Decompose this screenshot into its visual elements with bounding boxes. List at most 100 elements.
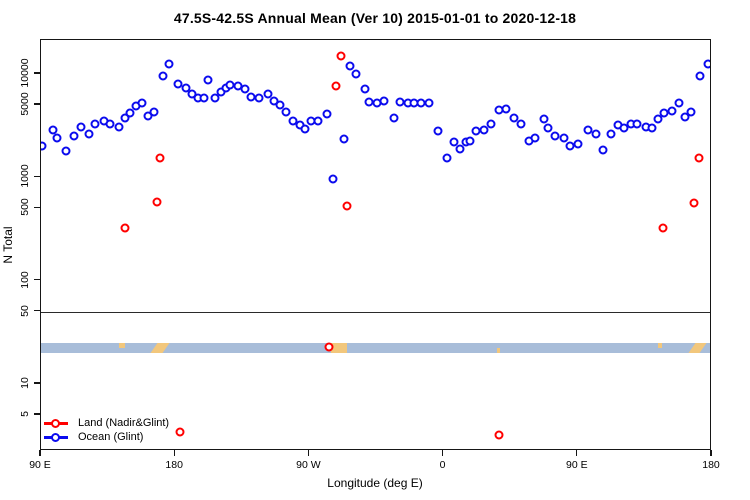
ocean-data-point [360, 84, 370, 94]
land-data-point [689, 198, 699, 208]
ocean-data-point [254, 93, 264, 103]
land-data-point [152, 197, 162, 207]
y-axis-tick-label: 100 [19, 270, 31, 289]
ocean-data-point [351, 69, 361, 79]
ocean-data-point [695, 71, 705, 81]
ocean-data-point [583, 125, 593, 135]
ocean-data-point [240, 84, 250, 94]
land-data-point [658, 223, 668, 233]
legend: Land (Nadir&Glint) Ocean (Glint) [41, 414, 301, 448]
y-axis-tick-label: 10 [19, 377, 31, 389]
ocean-data-point [606, 129, 616, 139]
land-data-point [336, 51, 346, 61]
ocean-data-point [105, 119, 115, 129]
ocean-data-point [263, 89, 273, 99]
y-axis-tick [34, 413, 40, 415]
ocean-data-point [674, 98, 684, 108]
land-mark [150, 342, 170, 353]
ocean-data-point [379, 96, 389, 106]
x-axis-tick [39, 450, 41, 456]
land-mark [331, 342, 347, 353]
x-axis-tick-label: 0 [439, 459, 446, 471]
y-axis-tick [34, 72, 40, 74]
ocean-data-point [90, 119, 100, 129]
land-circle-marker [51, 419, 60, 428]
x-axis-tick [576, 450, 578, 456]
legend-label-ocean: Ocean (Glint) [78, 431, 144, 443]
y-axis-tick-label: 10000 [19, 58, 31, 88]
ocean-data-point [703, 59, 710, 69]
ocean-data-point [69, 131, 79, 141]
land-data-point [175, 427, 185, 437]
land-mark [497, 347, 501, 353]
land-mark [119, 342, 126, 349]
surface-type-band [41, 342, 710, 353]
land-mark [688, 342, 707, 353]
land-data-point [694, 153, 704, 163]
ocean-data-point [164, 59, 174, 69]
ocean-data-point [667, 106, 677, 116]
ocean-data-point [199, 93, 209, 103]
land-data-point [342, 201, 352, 211]
y-axis-tick [34, 382, 40, 384]
y-axis-tick [34, 206, 40, 209]
ocean-data-point [455, 144, 465, 154]
ocean-data-point [389, 113, 399, 123]
x-axis-tick-label: 180 [702, 459, 720, 471]
ocean-data-point [591, 129, 601, 139]
ocean-data-point [632, 119, 642, 129]
ocean-data-point [516, 119, 526, 129]
x-axis-tick [441, 450, 444, 456]
ocean-data-point [137, 98, 147, 108]
ocean-data-point [442, 153, 452, 163]
land-data-point [155, 153, 165, 163]
ocean-data-point [530, 133, 540, 143]
land-data-point [331, 81, 341, 91]
land-data-point [120, 223, 129, 233]
y-axis-label: N Total [1, 226, 15, 264]
ocean-data-point [143, 111, 153, 121]
ocean-data-point [328, 174, 338, 184]
ocean-data-point [114, 122, 124, 132]
land-mark [657, 342, 663, 349]
y-axis-tick-label: 500 [19, 198, 31, 217]
ocean-data-point [433, 126, 443, 136]
ocean-data-point [559, 133, 569, 143]
ocean-data-point [501, 104, 511, 114]
ocean-data-point [125, 108, 135, 118]
x-axis-tick-label: 90 W [296, 459, 321, 471]
ocean-data-point [181, 83, 191, 93]
y-axis-tick [34, 103, 40, 105]
x-axis-tick-label: 90 E [565, 459, 588, 471]
ocean-data-point [275, 100, 285, 110]
ocean-data-point [313, 116, 323, 126]
ocean-data-point [550, 131, 560, 141]
y-axis-tick-label: 5 [19, 411, 31, 417]
plot-area: Land (Nadir&Glint) Ocean (Glint) [40, 39, 711, 450]
land-data-point [494, 430, 504, 440]
ocean-data-point [653, 114, 663, 124]
ocean-data-point [322, 109, 332, 119]
y-axis-tick [34, 309, 40, 312]
ocean-data-point [339, 134, 349, 144]
ocean-data-point [158, 71, 168, 81]
ocean-data-point [686, 107, 696, 117]
y-axis-tick [34, 278, 40, 281]
y-axis-tick-label: 1000 [19, 164, 31, 189]
ocean-data-point [48, 125, 58, 135]
ocean-data-point [509, 113, 519, 123]
x-axis-label: Longitude (deg E) [327, 476, 423, 490]
ocean-data-point [680, 112, 690, 122]
ocean-data-point [479, 125, 489, 135]
y-axis-tick-label: 5000 [19, 92, 31, 116]
x-axis-tick [710, 450, 712, 456]
ocean-data-point [543, 123, 553, 133]
ocean-circle-marker [51, 433, 60, 442]
y-axis-tick-label: 50 [19, 304, 31, 317]
ocean-data-point [61, 146, 71, 156]
ocean-data-point [281, 107, 291, 117]
ocean-data-point [52, 133, 62, 143]
ocean-data-point [465, 136, 475, 146]
x-axis-tick [307, 450, 310, 456]
